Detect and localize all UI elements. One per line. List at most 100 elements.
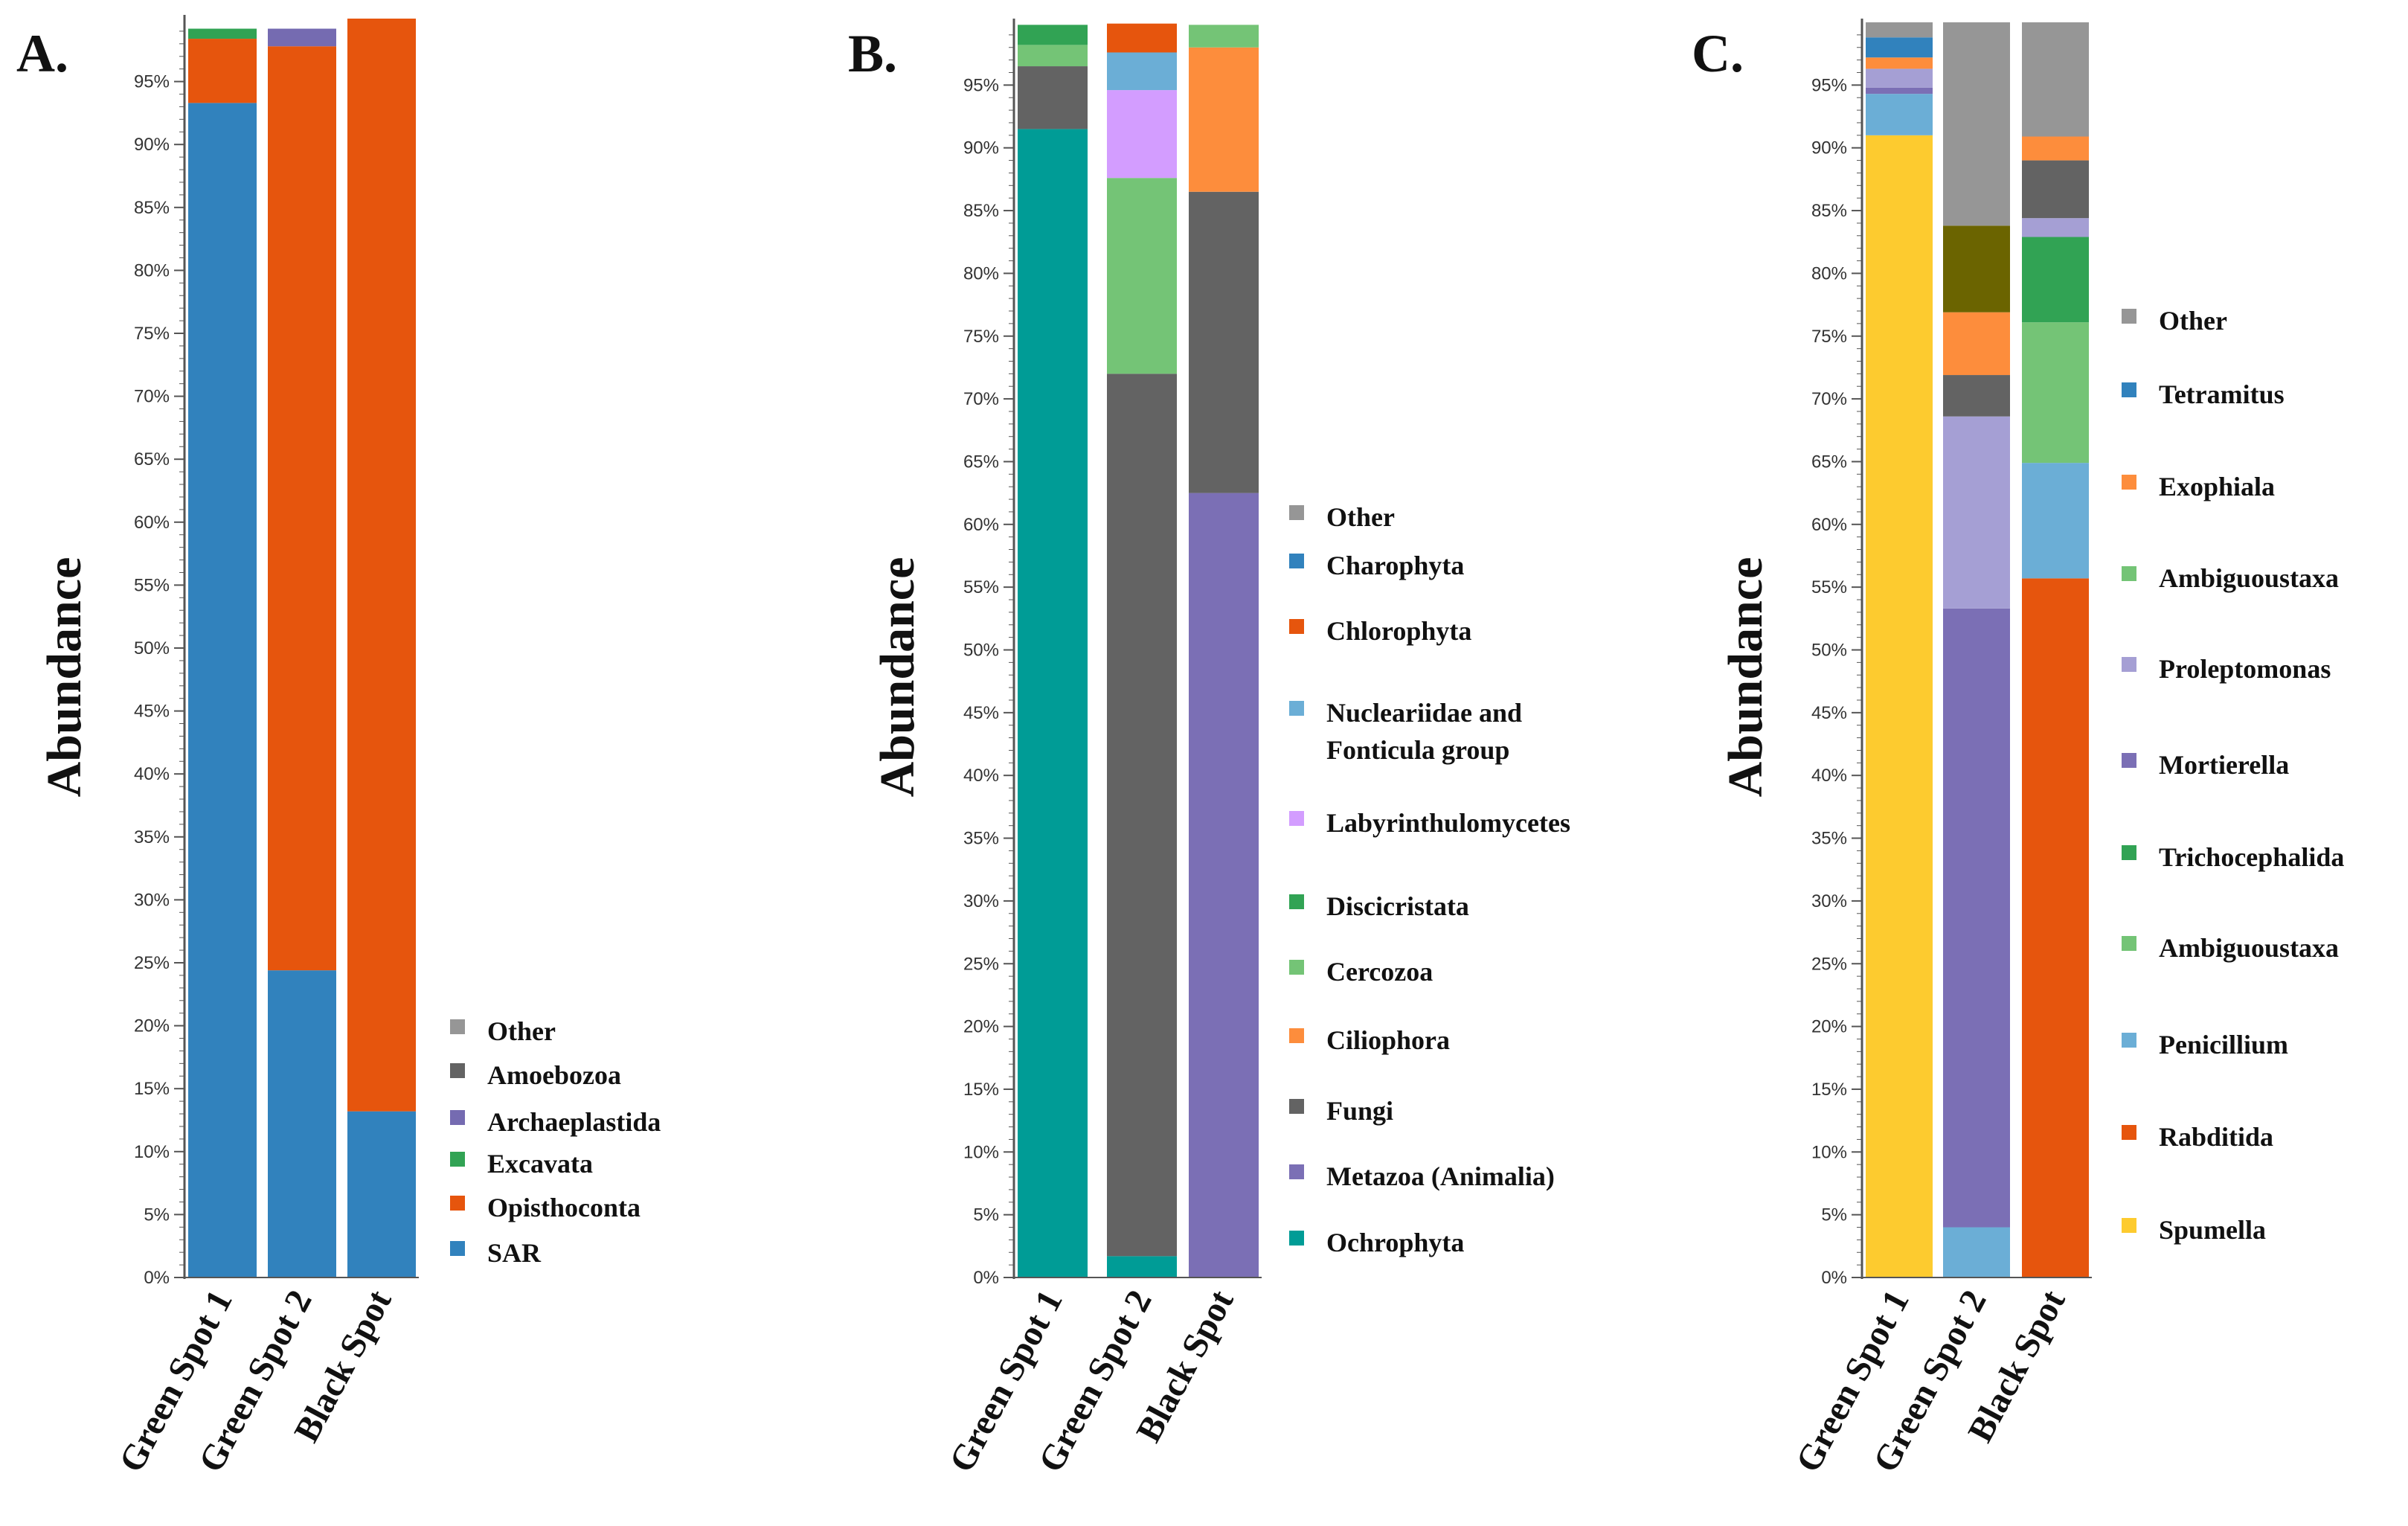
bar-segment-green-spot-2-ambiguoustaxa <box>1943 375 2010 417</box>
y-tick-label: 90% <box>134 135 170 155</box>
bar-segment-green-spot-1-other <box>1866 22 1933 38</box>
legend-swatch <box>2122 845 2136 860</box>
y-tick-label: 75% <box>1811 327 1847 347</box>
y-tick-label: 20% <box>963 1017 999 1037</box>
bar-segment-black-spot-exophiala <box>2022 136 2089 161</box>
legend-swatch <box>2122 1125 2136 1140</box>
bar-segment-green-spot-2-mortierella <box>1943 608 2010 1228</box>
legend-label: Amoebozoa <box>487 1060 621 1090</box>
bar-segment-black-spot-ciliophora <box>1189 47 1259 192</box>
y-tick-label: 0% <box>1821 1268 1847 1288</box>
y-tick-label: 80% <box>134 260 170 280</box>
y-tick-label: 85% <box>1811 201 1847 221</box>
y-tick-label: 55% <box>1811 577 1847 597</box>
y-tick-label: 30% <box>134 890 170 910</box>
legend-swatch <box>2122 936 2136 951</box>
y-tick-label: 65% <box>134 449 170 469</box>
y-tick-label: 95% <box>134 72 170 92</box>
legend-label: Fungi <box>1326 1096 1393 1126</box>
y-tick-label: 60% <box>963 515 999 535</box>
bar-segment-black-spot-ambiguoustaxa <box>2022 322 2089 464</box>
legend-swatch <box>450 1063 465 1078</box>
legend-label: Tetramitus <box>2159 379 2285 409</box>
y-tick-label: 25% <box>963 954 999 974</box>
legend-label: Rabditida <box>2159 1122 2273 1152</box>
y-tick-label: 55% <box>963 577 999 597</box>
legend-label: Archaeplastida <box>487 1107 661 1137</box>
bar-segment-green-spot-2-sar <box>268 970 336 1277</box>
y-tick-label: 80% <box>1811 263 1847 283</box>
legend-swatch <box>2122 475 2136 490</box>
y-tick-label: 30% <box>1811 891 1847 911</box>
bar-segment-green-spot-2-nucleariidae-and-fonticula-group <box>1107 52 1177 91</box>
bar-segment-green-spot-1-exophiala <box>1866 57 1933 69</box>
bar-segment-green-spot-1-proleptomonas <box>1866 68 1933 88</box>
bar-segment-green-spot-1-discicristata <box>1018 25 1088 45</box>
y-tick-label: 35% <box>134 827 170 847</box>
legend-label: Spumella <box>2159 1215 2266 1245</box>
legend-label-line: Nucleariidae and <box>1326 698 1522 728</box>
y-tick-label: 25% <box>1811 954 1847 974</box>
y-tick-label: 95% <box>963 75 999 95</box>
y-tick-label: 20% <box>134 1016 170 1036</box>
legend-label: Other <box>487 1016 556 1046</box>
chart-panel-1: A. Abundance 0% 5% 10% 15% 20% 25% 30% 35% 40% 45% 5… <box>16 15 661 1478</box>
legend-swatch <box>1289 894 1304 909</box>
panel-letter: A. <box>16 24 68 83</box>
y-tick-label: 10% <box>1811 1142 1847 1162</box>
legend-swatch <box>2122 309 2136 324</box>
bar-segment-black-spot-other <box>2022 22 2089 137</box>
legend-swatch <box>2122 657 2136 672</box>
y-tick-label: 55% <box>134 575 170 595</box>
legend-label: Penicillium <box>2159 1030 2288 1059</box>
bar-segment-green-spot-2-ochrophyta <box>1107 1256 1177 1277</box>
legend-swatch <box>2122 753 2136 768</box>
bar-segment-black-spot-proleptomonas <box>2022 218 2089 237</box>
legend-swatch <box>1289 960 1304 975</box>
y-tick-label: 65% <box>963 452 999 472</box>
bar-segment-black-spot-fungi <box>1189 191 1259 493</box>
legend-label: Mortierella <box>2159 750 2289 780</box>
legend-label: Charophyta <box>1326 551 1464 580</box>
bar-segment-black-spot-penicillium <box>2022 463 2089 579</box>
legend-label: Proleptomonas <box>2159 654 2331 684</box>
bar-segment-black-spot-opisthoconta <box>347 19 416 1112</box>
legend-label: Excavata <box>487 1149 593 1179</box>
legend-label: Ochrophyta <box>1326 1228 1464 1257</box>
bar-segment-green-spot-2-chlorophyta <box>1107 23 1177 53</box>
y-tick-label: 10% <box>134 1142 170 1162</box>
legend-swatch <box>1289 1231 1304 1246</box>
y-tick-label: 40% <box>963 766 999 786</box>
legend-swatch <box>1289 1164 1304 1179</box>
legend-swatch <box>1289 505 1304 520</box>
bar-segment-black-spot-ambiguoustaxa <box>2022 160 2089 219</box>
legend-swatch <box>450 1110 465 1125</box>
y-tick-label: 30% <box>963 891 999 911</box>
legend-label-line: Fonticula group <box>1326 735 1509 765</box>
legend-label: Labyrinthulomycetes <box>1326 808 1570 838</box>
y-tick-label: 50% <box>1811 641 1847 661</box>
legend-label: Exophiala <box>2159 472 2275 501</box>
y-tick-label: 35% <box>963 829 999 849</box>
legend-label: Ciliophora <box>1326 1025 1450 1055</box>
y-tick-label: 50% <box>963 641 999 661</box>
y-tick-label: 40% <box>1811 766 1847 786</box>
legend-swatch <box>2122 566 2136 581</box>
y-tick-label: 85% <box>963 201 999 221</box>
y-tick-label: 45% <box>134 702 170 722</box>
y-tick-label: 75% <box>963 327 999 347</box>
y-tick-label: 60% <box>1811 515 1847 535</box>
y-tick-label: 10% <box>963 1142 999 1162</box>
legend-label: Ambiguoustaxa <box>2159 933 2339 963</box>
y-tick-label: 5% <box>144 1205 170 1225</box>
legend-label: Metazoa (Animalia) <box>1326 1161 1555 1191</box>
bar-segment-black-spot-sar <box>347 1111 416 1277</box>
legend-label: Opisthoconta <box>487 1193 640 1222</box>
bar-segment-green-spot-1-spumella <box>1866 135 1933 1278</box>
y-tick-label: 90% <box>1811 138 1847 158</box>
bar-segment-green-spot-1-sar <box>188 103 257 1277</box>
y-tick-label: 50% <box>134 638 170 658</box>
y-tick-label: 35% <box>1811 829 1847 849</box>
bar-segment-black-spot-rabditida <box>2022 578 2089 1277</box>
